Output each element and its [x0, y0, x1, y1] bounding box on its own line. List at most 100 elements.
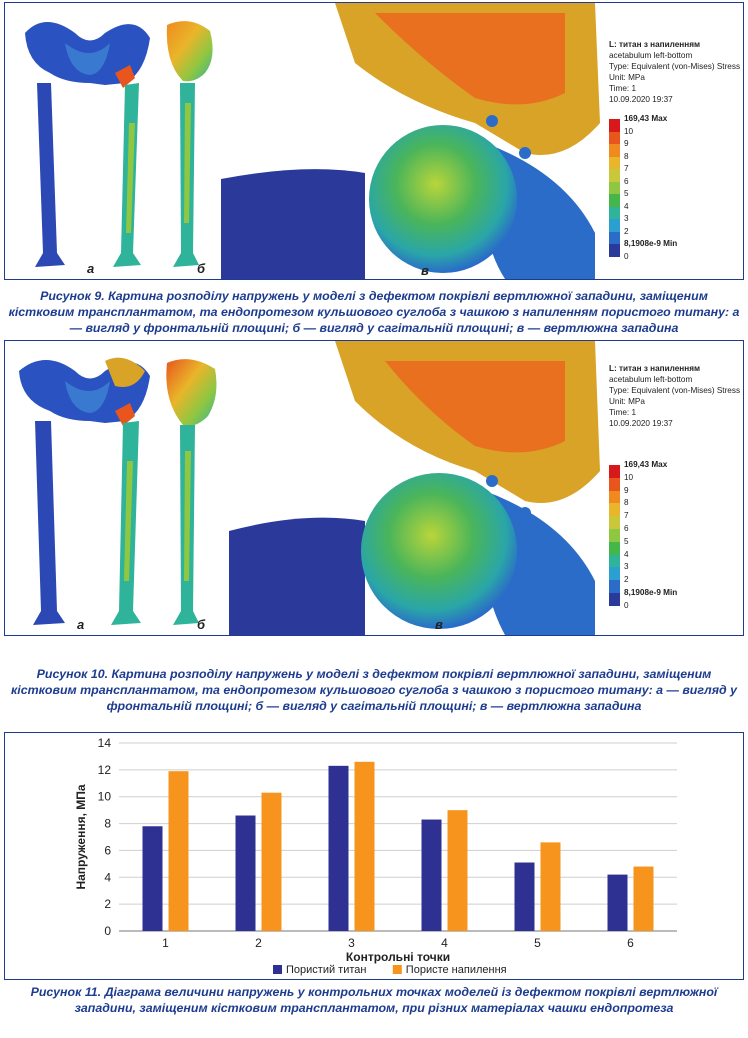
scale-tick-label: 0: [624, 251, 629, 261]
scale-tick-label: 8: [624, 498, 629, 508]
scale-swatch: [609, 131, 620, 144]
legend-title: L: титан з напиленням: [609, 364, 701, 373]
legend-line: acetabulum left-bottom: [609, 51, 693, 60]
bar-porous-titanium: [235, 815, 256, 931]
scale-swatch: [609, 541, 620, 555]
scale-swatch: [609, 567, 620, 581]
legend-swatch: [392, 965, 402, 974]
scale-swatch: [609, 465, 620, 478]
scale-swatch: [609, 529, 620, 542]
scale-swatch: [609, 554, 620, 568]
y-tick-label: 10: [98, 790, 112, 804]
legend-swatch: [273, 965, 282, 974]
bar-porous-titanium: [328, 765, 349, 931]
scale-tick-label: 10: [624, 126, 634, 136]
scale-tick-label: 0: [624, 600, 629, 610]
bar-porous-titanium: [514, 862, 535, 931]
figure-10-images: [19, 341, 601, 635]
x-tick-label: 4: [441, 936, 448, 950]
scale-tick-label: 3: [624, 562, 629, 572]
legend-label: Пористий титан: [286, 964, 366, 976]
y-tick-label: 8: [104, 817, 111, 831]
sagittal-view-model: [166, 21, 213, 267]
x-tick-label: 5: [534, 936, 541, 950]
scale-swatch: [609, 477, 620, 491]
y-tick-label: 0: [104, 924, 111, 938]
legend-line: Type: Equivalent (von-Mises) Stress: [609, 62, 741, 71]
scale-swatch: [609, 156, 620, 169]
legend-line: Type: Equivalent (von-Mises) Stress: [609, 386, 741, 395]
scale-swatch: [609, 206, 620, 219]
figure-10-panel: а б в L: титан з напиленням acetabulum l…: [4, 340, 744, 636]
scale-tick-label: 4: [624, 201, 629, 211]
bar-porous-titanium: [142, 826, 163, 931]
legend-line: Unit: MPa: [609, 397, 645, 406]
scale-tick-label: 9: [624, 485, 629, 495]
legend-line: 10.09.2020 19:37: [609, 419, 673, 428]
scale-swatch: [609, 231, 620, 244]
scale-tick-label: 5: [624, 189, 629, 198]
frontal-view-model: [19, 357, 150, 625]
scale-tick-label: 10: [624, 472, 634, 482]
bar-porous-coating: [168, 771, 189, 931]
figure-10-label-a: а: [77, 617, 85, 632]
figure-11-caption: Рисунок 11. Діаграма величини напружень …: [30, 985, 718, 1015]
scale-tick-label: 7: [624, 164, 629, 173]
scale-swatch: [609, 181, 620, 194]
legend-line: Time: 1: [609, 408, 636, 417]
legend-line: acetabulum left-bottom: [609, 375, 693, 384]
figure-9-panel: а б в L: титан з напиленням acetabulum l…: [4, 2, 744, 280]
legend-line: Time: 1: [609, 84, 636, 93]
figure-9-color-scale: 169,43 Max 10 9 8 7 6 5 4 3 2 8,1908e-9 Min 0: [609, 114, 719, 269]
figure-9-label-a: а: [87, 261, 95, 276]
scale-swatch: [609, 490, 620, 504]
y-tick-label: 2: [104, 897, 111, 911]
scale-tick-label: 8,1908e-9 Min: [624, 239, 678, 248]
scale-tick-label: 6: [624, 524, 629, 533]
figure-10-label-c: в: [435, 617, 443, 632]
x-tick-label: 6: [627, 936, 634, 950]
figure-9-caption: Рисунок 9. Картина розподілу напружень у…: [8, 289, 740, 335]
scale-swatch: [609, 244, 620, 257]
x-tick-label: 1: [162, 936, 169, 950]
bar-porous-coating: [261, 792, 282, 931]
scale-tick-label: 2: [624, 226, 629, 236]
scale-swatch: [609, 219, 620, 232]
scale-swatch: [609, 119, 620, 132]
sagittal-view-model: [166, 359, 217, 625]
scale-swatch: [609, 503, 620, 517]
x-tick-label: 2: [255, 936, 262, 950]
figure-9-label-b: б: [197, 261, 206, 276]
y-tick-label: 14: [98, 736, 112, 750]
scale-tick-label: 169,43 Max: [624, 460, 668, 469]
bar-porous-titanium: [607, 874, 628, 931]
scale-swatch: [609, 194, 620, 207]
figure-10-legend-header: L: титан з напиленням acetabulum left-bo…: [609, 363, 740, 429]
legend-line: Unit: MPa: [609, 73, 645, 82]
figure-10-caption: Рисунок 10. Картина розподілу напружень …: [11, 667, 737, 713]
scale-tick-label: 7: [624, 511, 629, 521]
figure-9-label-c: в: [421, 263, 429, 278]
legend-line: 10.09.2020 19:37: [609, 95, 673, 104]
scale-tick-label: 6: [624, 176, 629, 186]
scale-swatch: [609, 516, 620, 529]
scale-tick-label: 8,1908e-9 Min: [624, 588, 678, 597]
frontal-view-model: [25, 22, 150, 267]
scale-tick-label: 4: [624, 549, 629, 559]
acetabulum-view-model: [221, 3, 601, 279]
bar-porous-coating: [354, 761, 375, 931]
figure-9-legend-header: L: титан з напиленням acetabulum left-bo…: [609, 39, 740, 105]
bar-porous-coating: [447, 810, 468, 931]
y-axis-label: Напруження, МПа: [74, 784, 88, 889]
scale-tick-label: 169,43 Max: [624, 114, 668, 123]
scale-tick-label: 2: [624, 575, 629, 585]
y-tick-label: 12: [98, 763, 112, 777]
x-tick-label: 3: [348, 936, 355, 950]
x-axis-label: Контрольні точки: [346, 950, 450, 964]
scale-swatch: [609, 169, 620, 182]
figure-10-label-b: б: [197, 617, 206, 632]
y-tick-label: 4: [104, 870, 111, 884]
scale-swatch: [609, 580, 620, 593]
y-tick-label: 6: [104, 843, 111, 857]
